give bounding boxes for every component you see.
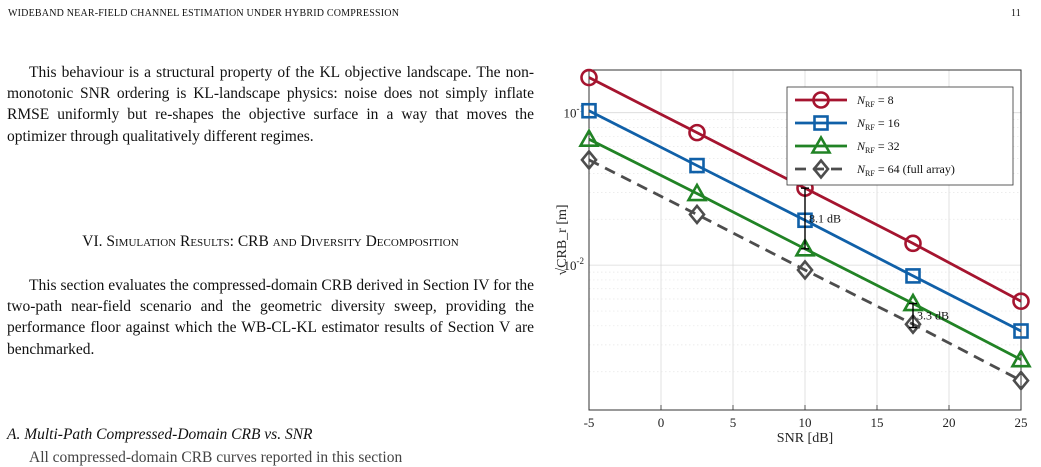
legend-marker xyxy=(813,115,829,131)
data-point xyxy=(796,259,814,281)
x-tick-label: 10 xyxy=(799,415,812,430)
series-4 xyxy=(580,149,1030,392)
legend-label: NRF = 32 xyxy=(856,139,900,155)
data-point xyxy=(686,182,708,202)
y-tick-label: 10-1 xyxy=(564,104,585,121)
legend-marker xyxy=(810,134,832,154)
paragraph-section-intro: This section evaluates the compressed-do… xyxy=(7,277,534,358)
legend-marker xyxy=(812,158,830,180)
legend-label: NRF = 64 (full array) xyxy=(856,162,955,178)
running-title: WIDEBAND NEAR-FIELD CHANNEL ESTIMATION U… xyxy=(8,8,400,19)
data-point xyxy=(904,234,922,253)
gap-label: 8.1 dB xyxy=(809,211,841,225)
data-point xyxy=(904,313,922,335)
subsection-heading: A. Multi-Path Compressed-Domain CRB vs. … xyxy=(7,426,313,443)
page-number: 11 xyxy=(1010,8,1021,19)
data-point xyxy=(905,268,921,284)
data-point xyxy=(688,123,706,142)
data-point xyxy=(688,203,706,226)
data-point xyxy=(1010,348,1032,368)
x-tick-label: 5 xyxy=(730,415,737,430)
x-tick-label: -5 xyxy=(584,415,595,430)
legend-label: NRF = 16 xyxy=(856,116,900,132)
running-header: WIDEBAND NEAR-FIELD CHANNEL ESTIMATION U… xyxy=(8,8,1021,19)
data-point xyxy=(580,68,598,87)
x-tick-label: 25 xyxy=(1015,415,1028,430)
series-line xyxy=(588,158,1022,382)
y-tick-label: 10-2 xyxy=(564,256,585,273)
data-point xyxy=(794,237,816,257)
x-tick-label: 20 xyxy=(943,415,956,430)
data-point xyxy=(1012,370,1030,392)
y-axis-label: √CRB_r [m] xyxy=(555,204,570,275)
paragraph-landscape: This behaviour is a structural property … xyxy=(7,64,534,145)
data-point xyxy=(1012,292,1030,311)
x-axis-label: SNR [dB] xyxy=(777,431,833,446)
data-point xyxy=(689,157,705,174)
data-point xyxy=(578,128,600,148)
data-point xyxy=(581,102,597,119)
legend xyxy=(786,86,1014,186)
data-point xyxy=(1013,323,1029,339)
x-tick-label: 0 xyxy=(658,415,665,430)
x-tick-label: 15 xyxy=(871,415,884,430)
gap-label: 3.3 dB xyxy=(917,309,949,323)
legend-marker xyxy=(812,91,830,109)
legend-label: NRF = 8 xyxy=(856,93,894,109)
section-heading: VI. Simulation Results: CRB and Diversit… xyxy=(82,233,459,250)
data-point xyxy=(580,149,598,171)
